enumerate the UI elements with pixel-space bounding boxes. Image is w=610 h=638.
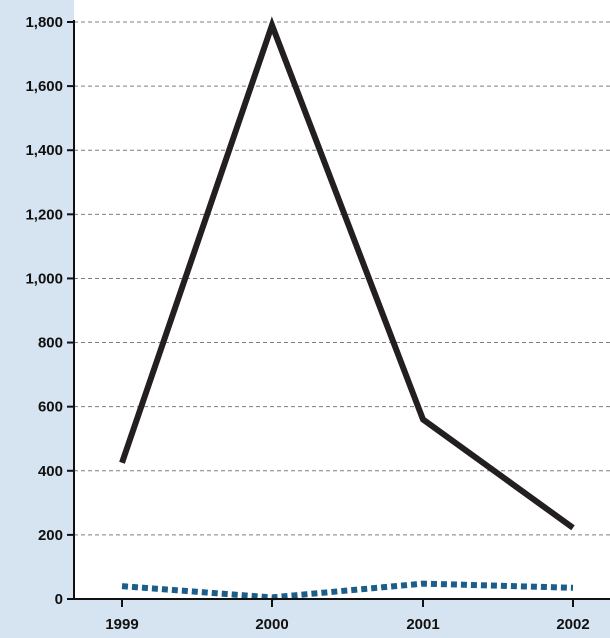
x-tick-label: 2000 [255,616,288,633]
y-tick-label: 600 [38,399,63,416]
y-tick-labels: 0 200 400 600 800 1,000 1,200 1,400 1,600 1,800 [25,14,63,608]
y-tick-label: 1,400 [25,142,63,159]
x-tick-label: 2002 [556,616,589,633]
x-tick-labels: 1999 2000 2001 2002 [105,616,589,633]
series-layer [119,16,575,601]
series-line-1 [119,16,575,531]
x-tick-label: 1999 [105,616,138,633]
y-tick-label: 0 [55,591,63,608]
y-tick-label: 1,800 [25,14,63,31]
axes [67,20,610,607]
plot-area [74,0,610,599]
x-tick-label: 2001 [406,616,439,633]
series-line-2 [121,580,574,601]
y-tick-label: 1,600 [25,78,63,95]
y-tick-label: 200 [38,527,63,544]
y-tick-label: 800 [38,335,63,352]
y-tick-label: 1,000 [25,270,63,287]
y-tick-label: 400 [38,463,63,480]
y-tick-label: 1,200 [25,206,63,223]
